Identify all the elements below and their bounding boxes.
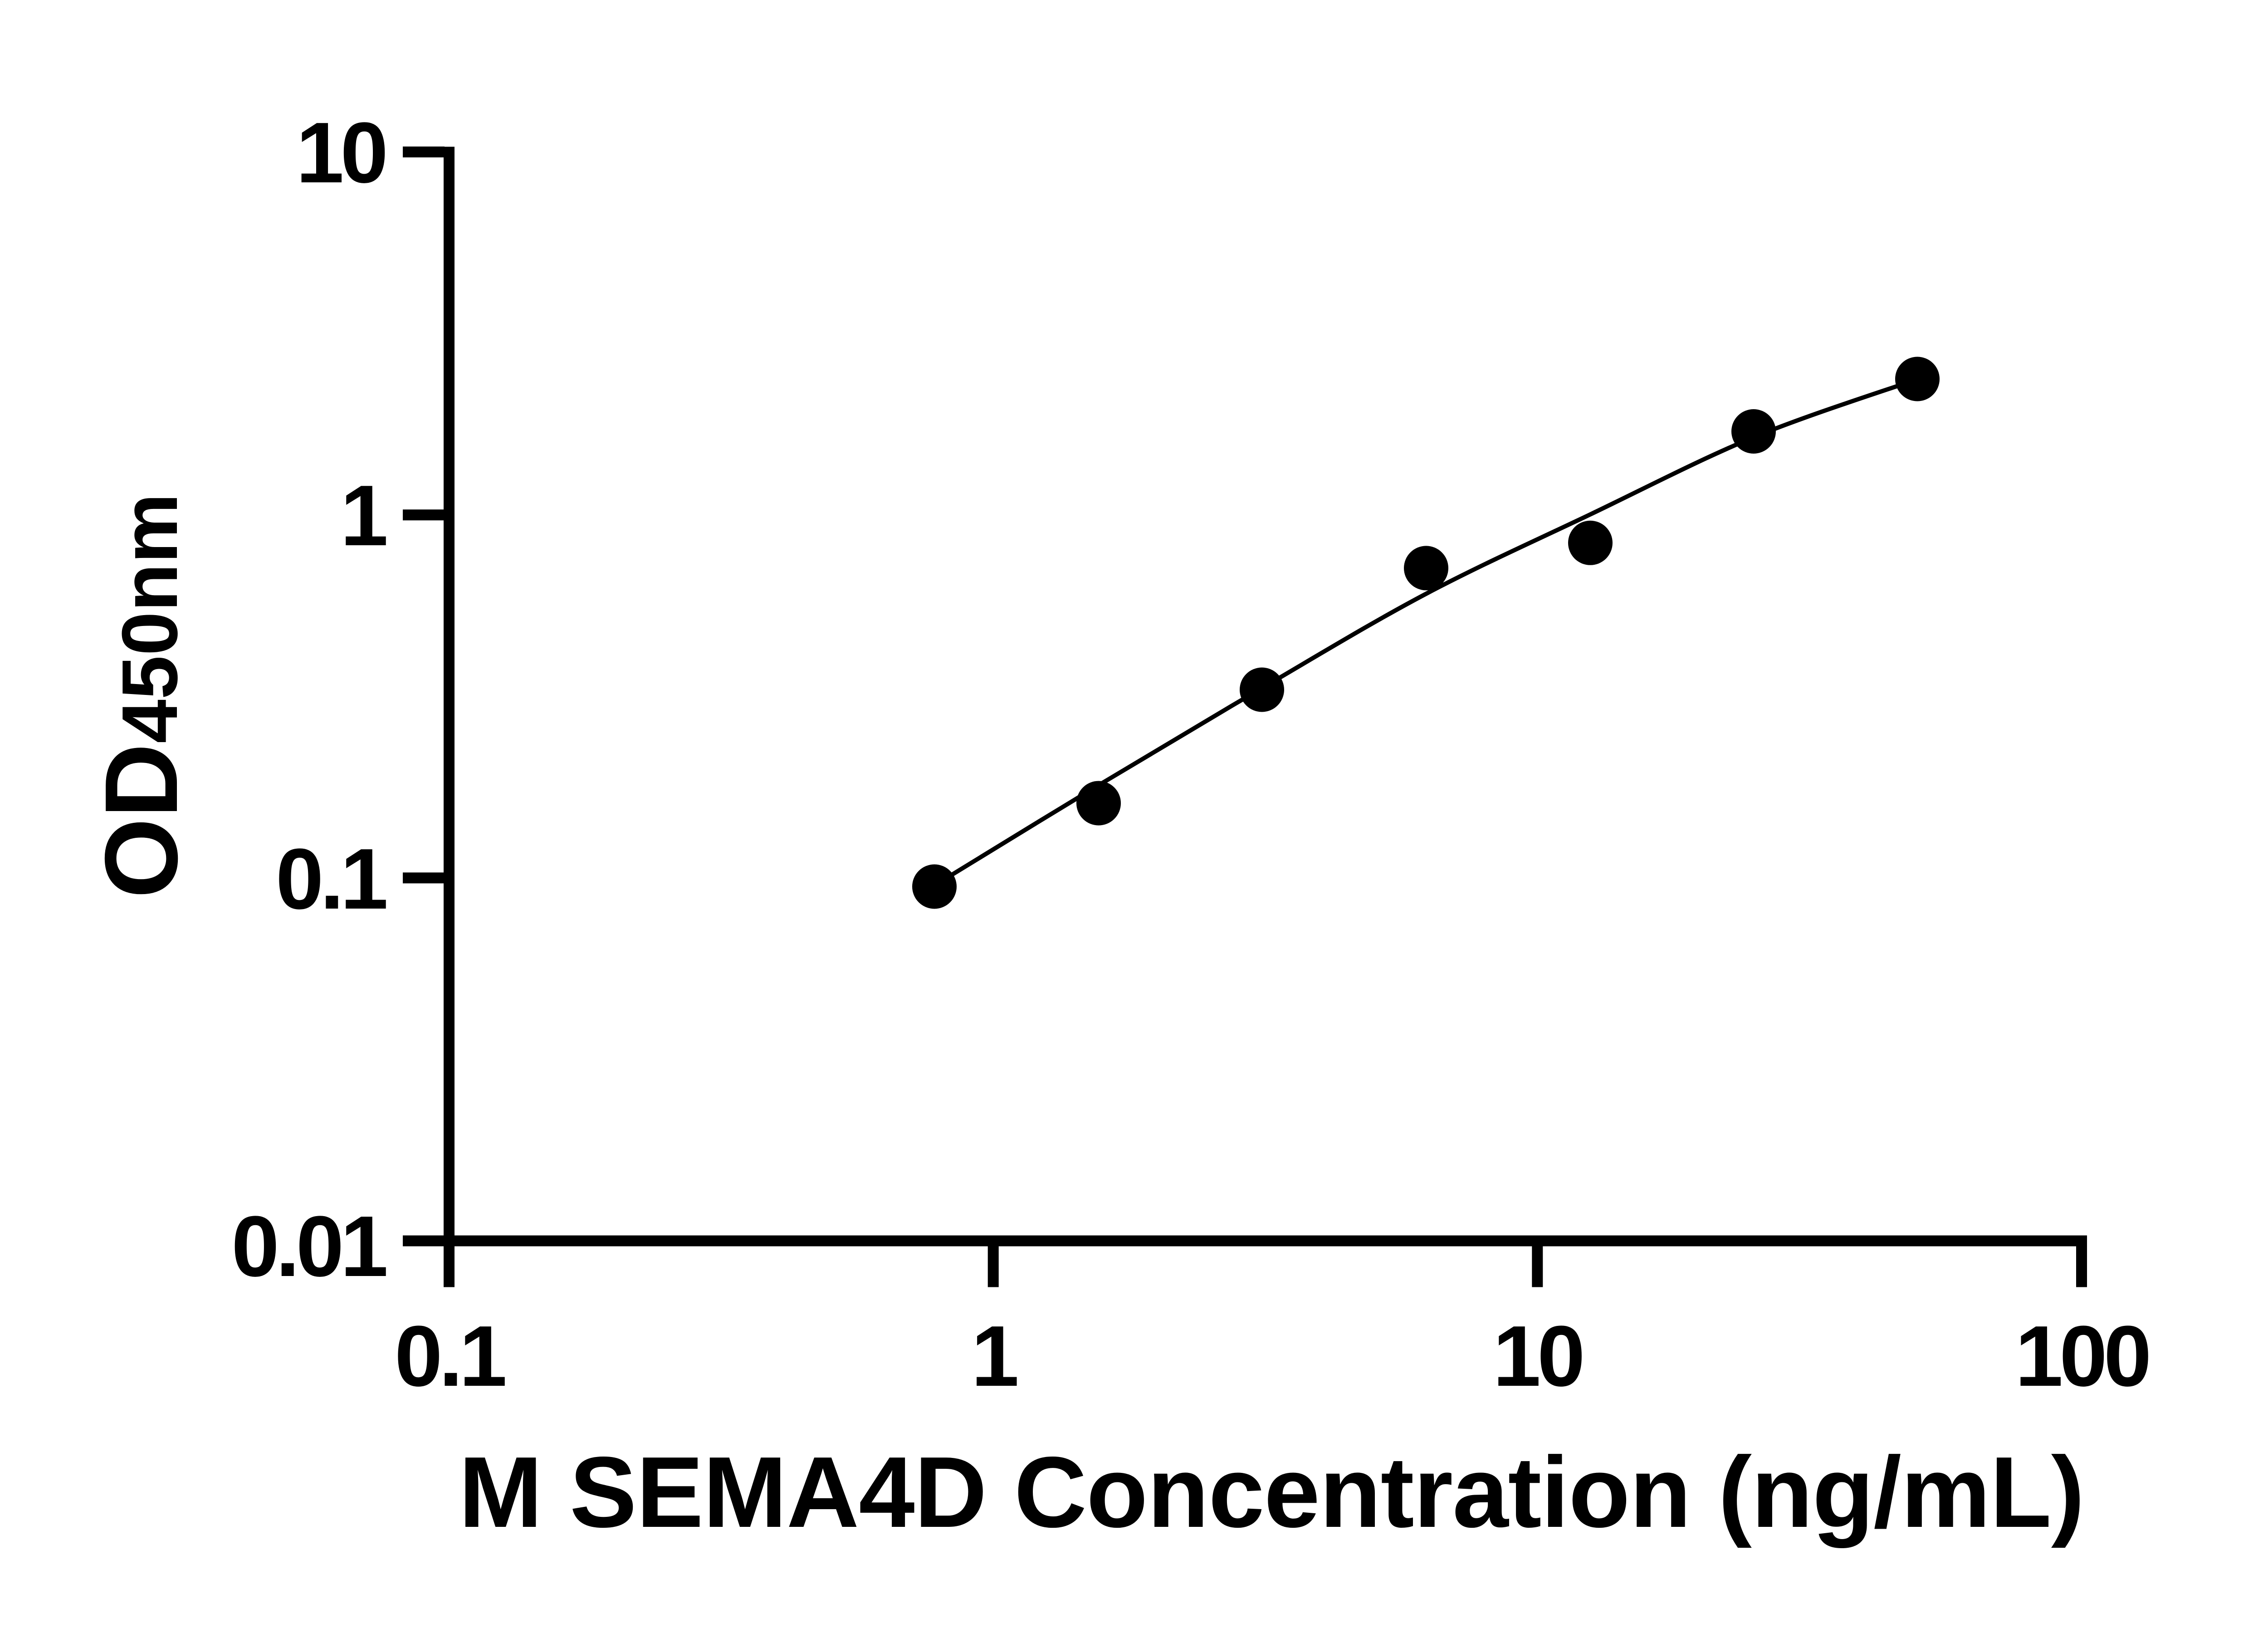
svg-text:10: 10 (296, 105, 385, 201)
svg-text:1: 1 (340, 468, 386, 564)
svg-text:100: 100 (2015, 1308, 2148, 1404)
svg-text:0.1: 0.1 (395, 1308, 505, 1404)
svg-text:0.1: 0.1 (276, 831, 386, 927)
svg-text:1: 1 (971, 1308, 1017, 1404)
svg-text:10: 10 (1493, 1308, 1582, 1404)
svg-text:0.01: 0.01 (231, 1198, 386, 1295)
svg-text:M SEMA4D Concentration (ng/mL): M SEMA4D Concentration (ng/mL) (459, 1436, 2084, 1549)
svg-text:OD450nm: OD450nm (84, 493, 199, 898)
